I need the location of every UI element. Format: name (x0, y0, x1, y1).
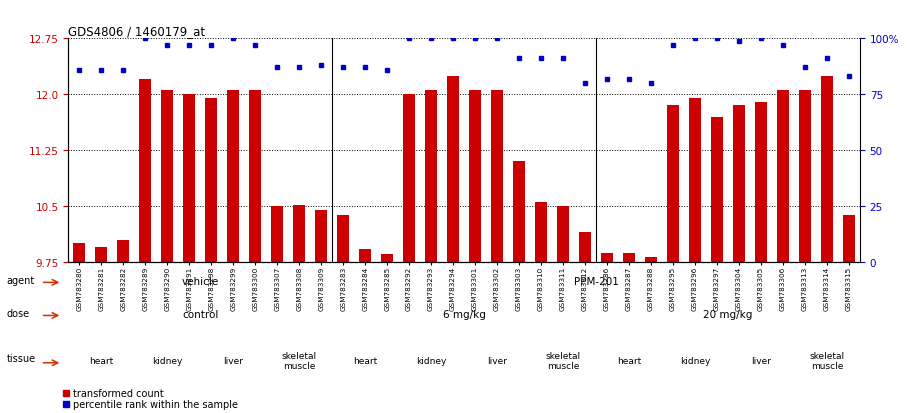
Text: skeletal
muscle: skeletal muscle (809, 351, 844, 370)
Bar (821, 76, 833, 262)
Text: liver: liver (487, 356, 507, 365)
Text: transformed count: transformed count (73, 388, 164, 399)
Text: skeletal
muscle: skeletal muscle (281, 351, 317, 370)
Text: agent: agent (6, 275, 35, 285)
Bar (447, 76, 460, 262)
Bar (73, 244, 86, 262)
Text: tissue: tissue (6, 353, 35, 363)
Bar (711, 117, 723, 262)
Bar (601, 253, 613, 262)
Text: PPM-201: PPM-201 (573, 276, 619, 286)
Text: vehicle: vehicle (182, 276, 218, 286)
Bar (755, 102, 767, 262)
Bar (271, 206, 283, 262)
Bar (293, 205, 305, 262)
Bar (381, 255, 393, 262)
Text: 6 mg/kg: 6 mg/kg (442, 309, 486, 319)
Text: percentile rank within the sample: percentile rank within the sample (73, 399, 238, 410)
Text: kidney: kidney (152, 356, 182, 365)
Text: liver: liver (751, 356, 771, 365)
Bar (359, 249, 371, 262)
Bar (96, 247, 107, 262)
Bar (183, 95, 196, 262)
Bar (205, 99, 217, 262)
Text: heart: heart (89, 356, 114, 365)
Bar (843, 216, 855, 262)
Text: liver: liver (223, 356, 243, 365)
Text: control: control (182, 309, 218, 319)
Bar (535, 203, 547, 262)
Text: heart: heart (617, 356, 642, 365)
Bar (139, 80, 151, 262)
Bar (469, 91, 481, 262)
Bar (117, 240, 129, 262)
Bar (579, 233, 592, 262)
Bar (228, 91, 239, 262)
Bar (623, 253, 635, 262)
Bar (799, 91, 811, 262)
Bar (513, 162, 525, 262)
Text: kidney: kidney (680, 356, 710, 365)
Text: heart: heart (353, 356, 378, 365)
Text: 20 mg/kg: 20 mg/kg (703, 309, 753, 319)
Bar (315, 210, 328, 262)
Bar (249, 91, 261, 262)
Text: dose: dose (6, 308, 30, 318)
Bar (337, 216, 349, 262)
Bar (667, 106, 679, 262)
Bar (733, 106, 745, 262)
Bar (491, 91, 503, 262)
Bar (777, 91, 789, 262)
Bar (645, 257, 657, 262)
Text: kidney: kidney (416, 356, 446, 365)
Text: skeletal
muscle: skeletal muscle (545, 351, 581, 370)
Bar (557, 206, 569, 262)
Text: GDS4806 / 1460179_at: GDS4806 / 1460179_at (68, 25, 206, 38)
Bar (403, 95, 415, 262)
Bar (425, 91, 437, 262)
Bar (689, 99, 701, 262)
Bar (161, 91, 173, 262)
